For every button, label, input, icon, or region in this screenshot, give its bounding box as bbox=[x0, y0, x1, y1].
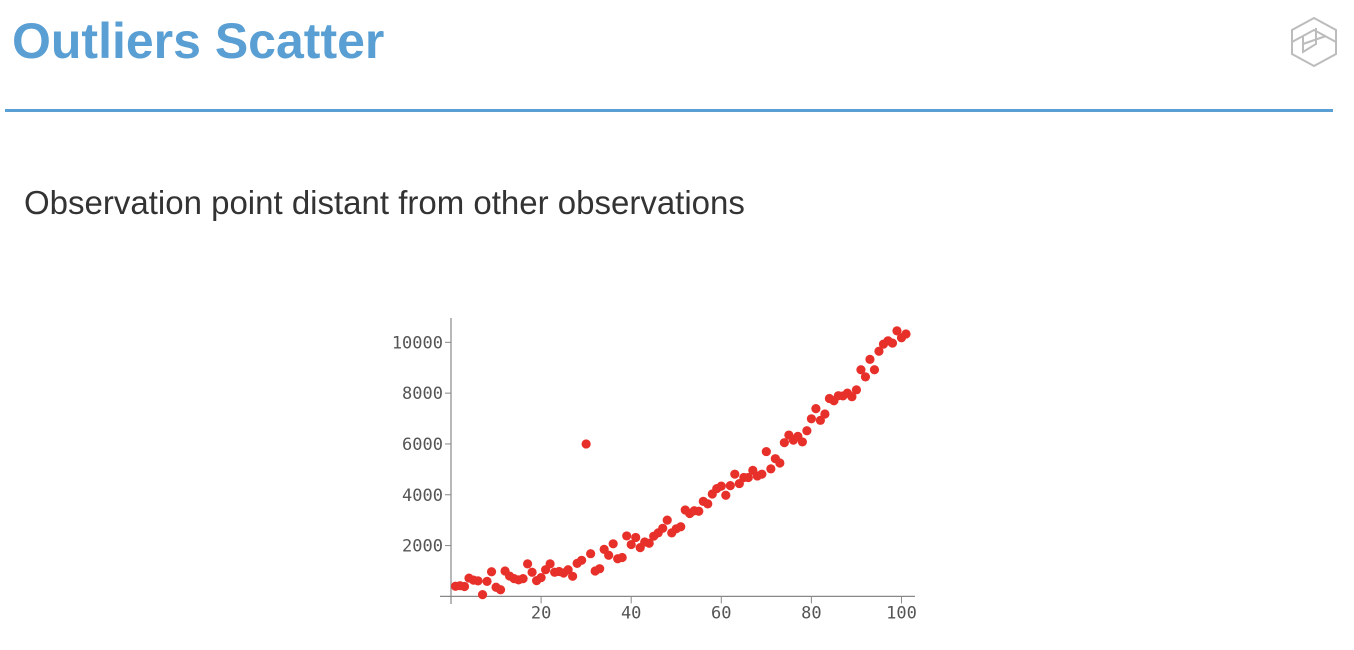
scatter-point bbox=[761, 446, 771, 457]
y-tick-label: 2000 bbox=[402, 537, 443, 557]
scatter-point bbox=[459, 581, 470, 592]
scatter-point bbox=[775, 458, 785, 468]
scatter-point bbox=[527, 567, 537, 577]
y-tick-label: 4000 bbox=[402, 486, 443, 506]
scatter-point bbox=[743, 472, 753, 483]
title-divider bbox=[5, 109, 1333, 112]
slide-title: Outliers Scatter bbox=[12, 13, 385, 69]
slide-subtitle: Observation point distant from other obs… bbox=[24, 184, 745, 221]
scatter-point bbox=[806, 414, 816, 424]
scatter-point bbox=[887, 338, 898, 348]
x-tick-label: 100 bbox=[886, 603, 917, 623]
scatter-point bbox=[518, 573, 528, 584]
x-tick-label: 20 bbox=[531, 603, 551, 623]
y-tick-label: 10000 bbox=[392, 333, 443, 353]
y-tick-label: 6000 bbox=[402, 435, 443, 455]
scatter-point bbox=[473, 576, 483, 586]
hexagon-logo-icon bbox=[1291, 16, 1337, 68]
scatter-point bbox=[586, 549, 596, 559]
scatter-point bbox=[522, 559, 533, 569]
scatter-point bbox=[703, 499, 713, 509]
scatter-point bbox=[725, 481, 735, 491]
scatter-point bbox=[766, 464, 776, 474]
scatter-point bbox=[869, 365, 880, 375]
scatter-point bbox=[860, 372, 871, 382]
scatter-point bbox=[644, 538, 654, 548]
scatter-point bbox=[658, 523, 668, 533]
y-tick-label: 8000 bbox=[402, 384, 443, 404]
scatter-point bbox=[486, 567, 497, 577]
outliers-scatter-chart: 20 40 60 80 100 2000 4000 6000 8000 10000 bbox=[392, 318, 917, 623]
x-tick-label: 60 bbox=[711, 603, 731, 623]
scatter-point bbox=[892, 326, 902, 336]
scatter-point bbox=[716, 481, 726, 491]
scatter-point bbox=[581, 439, 591, 449]
scatter-point bbox=[757, 469, 767, 479]
scatter-point bbox=[563, 565, 573, 575]
scatter-point bbox=[595, 564, 605, 574]
x-tick-label: 40 bbox=[621, 603, 641, 623]
scatter-point bbox=[865, 354, 875, 364]
scatter-point bbox=[815, 415, 825, 425]
scatter-point bbox=[721, 490, 731, 500]
scatter-point bbox=[797, 437, 807, 447]
scatter-point bbox=[811, 404, 821, 414]
scatter-point bbox=[608, 539, 618, 549]
scatter-point bbox=[779, 438, 789, 448]
scatter-point bbox=[802, 426, 812, 436]
scatter-point bbox=[626, 539, 636, 550]
scatter-point bbox=[631, 532, 641, 543]
scatter-point bbox=[477, 590, 488, 600]
scatter-point bbox=[901, 329, 911, 339]
scatter-point bbox=[604, 550, 614, 560]
x-tick-label: 80 bbox=[801, 603, 821, 623]
scatter-point bbox=[662, 515, 672, 525]
scatter-point bbox=[536, 572, 546, 583]
scatter-point bbox=[482, 576, 492, 586]
scatter-point bbox=[568, 571, 578, 581]
scatter-point bbox=[694, 506, 704, 516]
scatter-point bbox=[495, 585, 506, 595]
scatter-point bbox=[545, 559, 555, 569]
scatter-point bbox=[874, 346, 884, 356]
scatter-point bbox=[617, 552, 627, 563]
scatter-point bbox=[856, 365, 866, 375]
scatter-point bbox=[851, 385, 862, 395]
scatter-point bbox=[622, 531, 632, 541]
scatter-point bbox=[577, 555, 587, 565]
scatter-point bbox=[847, 392, 857, 402]
scatter-point bbox=[820, 409, 830, 419]
scatter-point bbox=[730, 469, 740, 479]
scatter-point bbox=[676, 522, 686, 532]
